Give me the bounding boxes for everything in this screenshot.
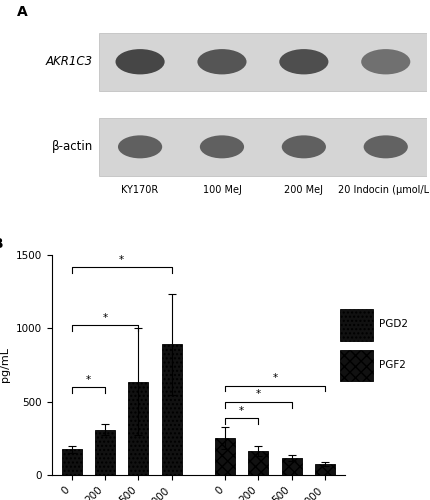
- Bar: [99, 118, 426, 176]
- Bar: [95, 430, 115, 475]
- Bar: [248, 451, 267, 475]
- Bar: [61, 450, 82, 475]
- Text: *: *: [86, 375, 91, 385]
- Text: *: *: [272, 374, 277, 384]
- Text: 20 Indocin (μmol/L): 20 Indocin (μmol/L): [338, 185, 430, 195]
- Ellipse shape: [281, 136, 325, 158]
- Text: β-actin: β-actin: [52, 140, 93, 153]
- Text: PGF2: PGF2: [378, 360, 405, 370]
- Text: *: *: [119, 254, 124, 264]
- Ellipse shape: [197, 49, 246, 74]
- Bar: [128, 382, 148, 475]
- Bar: [161, 344, 181, 475]
- Text: B: B: [0, 238, 4, 252]
- Bar: [314, 464, 334, 475]
- Ellipse shape: [118, 136, 162, 158]
- Text: 200 MeJ: 200 MeJ: [284, 185, 322, 195]
- Text: *: *: [255, 390, 260, 400]
- Bar: [281, 458, 301, 475]
- Text: PGD2: PGD2: [378, 320, 407, 330]
- Bar: [215, 438, 234, 475]
- FancyBboxPatch shape: [340, 309, 372, 340]
- Y-axis label: pg/mL: pg/mL: [0, 348, 10, 382]
- Ellipse shape: [115, 49, 164, 74]
- Ellipse shape: [360, 49, 409, 74]
- FancyBboxPatch shape: [340, 350, 372, 381]
- Text: AKR1C3: AKR1C3: [46, 55, 93, 68]
- Ellipse shape: [363, 136, 407, 158]
- Text: *: *: [102, 313, 108, 323]
- Text: 100 MeJ: 100 MeJ: [202, 185, 241, 195]
- Text: *: *: [239, 406, 243, 415]
- Ellipse shape: [200, 136, 243, 158]
- Bar: [99, 33, 426, 90]
- Ellipse shape: [279, 49, 328, 74]
- Text: A: A: [17, 6, 28, 20]
- Text: KY170R: KY170R: [121, 185, 158, 195]
